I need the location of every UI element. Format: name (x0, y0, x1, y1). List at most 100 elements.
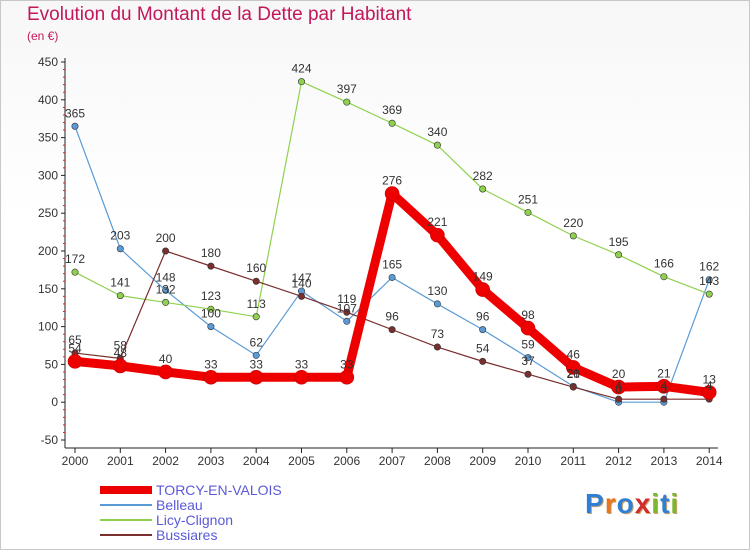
data-label: 276 (382, 174, 402, 188)
data-point (339, 369, 355, 385)
y-tick-label: 350 (38, 131, 58, 145)
data-point (479, 185, 487, 193)
data-point (433, 141, 441, 149)
x-tick-label: 2008 (424, 454, 451, 468)
legend-swatch (100, 519, 152, 521)
data-label: 65 (68, 333, 82, 347)
data-label: 130 (427, 284, 447, 298)
logo-letter: r (604, 488, 617, 519)
data-label: 180 (201, 246, 221, 260)
data-label: 21 (657, 366, 671, 380)
data-label: 119 (337, 292, 356, 306)
data-label: 149 (473, 270, 493, 284)
data-point (207, 323, 215, 331)
data-point (615, 251, 623, 259)
data-point (520, 320, 536, 336)
x-tick-label: 2012 (605, 454, 632, 468)
data-label: 107 (337, 301, 357, 315)
data-label: 33 (204, 357, 218, 371)
data-point (252, 277, 260, 285)
y-tick-label: 50 (45, 357, 59, 371)
data-point (162, 286, 170, 294)
data-label: 13 (703, 372, 717, 386)
data-label: 33 (340, 357, 354, 371)
data-point (660, 395, 668, 403)
data-point (705, 276, 713, 284)
data-label: 160 (246, 261, 266, 275)
data-label: 21 (567, 366, 581, 380)
legend-label: TORCY-EN-VALOIS (156, 482, 282, 498)
data-point (611, 379, 626, 395)
y-tick-label: 100 (38, 320, 58, 334)
data-point (207, 262, 215, 270)
x-tick-label: 2003 (198, 454, 225, 468)
data-point (565, 360, 581, 375)
data-point (252, 313, 260, 321)
y-tick-label: 150 (38, 282, 58, 296)
data-point (158, 364, 173, 380)
legend-swatch (100, 504, 152, 506)
logo-letter: x (634, 488, 652, 519)
data-point (343, 308, 351, 316)
data-label: 4 (706, 379, 713, 393)
data-label: 48 (114, 346, 128, 360)
logo-letter: t (660, 488, 671, 519)
data-label: 203 (110, 229, 130, 243)
data-point (430, 227, 445, 243)
chart-title: Evolution du Montant de la Dette par Hab… (27, 4, 412, 25)
data-label: 123 (201, 289, 221, 303)
data-label: 46 (567, 347, 581, 361)
y-tick-label: 0 (51, 395, 58, 409)
data-label: 33 (295, 357, 309, 371)
data-point (343, 317, 351, 325)
x-tick-label: 2014 (696, 454, 723, 468)
data-point (384, 186, 400, 201)
data-label: 424 (291, 62, 311, 76)
data-label: 365 (65, 106, 85, 120)
data-point (705, 290, 713, 298)
x-tick-label: 2004 (243, 454, 270, 468)
proxiti-logo: Proxiti (585, 488, 679, 520)
data-label: 37 (521, 354, 535, 368)
data-label: 200 (156, 231, 176, 245)
x-tick-label: 2011 (560, 454, 586, 468)
data-label: 4 (661, 379, 668, 393)
y-tick-label: 450 (38, 55, 58, 69)
data-point (479, 326, 487, 334)
y-tick-label: 400 (38, 93, 58, 107)
data-label: 132 (156, 282, 176, 296)
data-point (203, 369, 219, 385)
data-label: 100 (201, 307, 221, 321)
data-label: 40 (159, 352, 173, 366)
logo-letter: o (616, 488, 635, 519)
x-tick-label: 2000 (62, 454, 89, 468)
data-point (479, 357, 487, 365)
x-tick-label: 2007 (379, 454, 406, 468)
data-label: 162 (699, 260, 719, 274)
data-label: 20 (567, 367, 581, 381)
data-point (524, 354, 532, 362)
data-point (162, 298, 170, 306)
data-point (116, 245, 124, 253)
data-point (433, 300, 441, 308)
y-tick-label: -50 (41, 433, 59, 447)
legend-swatch (100, 486, 152, 494)
data-point (248, 369, 264, 385)
data-label: 340 (427, 125, 447, 139)
data-point (388, 326, 396, 334)
data-label: 73 (431, 327, 445, 341)
data-label: 221 (427, 215, 447, 229)
data-label: 220 (563, 216, 583, 230)
x-tick-label: 2005 (288, 454, 315, 468)
data-label: 113 (247, 297, 266, 311)
x-tick-label: 2013 (651, 454, 678, 468)
x-tick-label: 2010 (515, 454, 542, 468)
data-point (116, 292, 124, 300)
data-point (207, 305, 215, 313)
data-label: 147 (291, 271, 311, 285)
data-point (294, 369, 309, 385)
data-point (433, 343, 441, 351)
data-label: 251 (518, 192, 538, 206)
logo-letter: i (670, 488, 680, 519)
